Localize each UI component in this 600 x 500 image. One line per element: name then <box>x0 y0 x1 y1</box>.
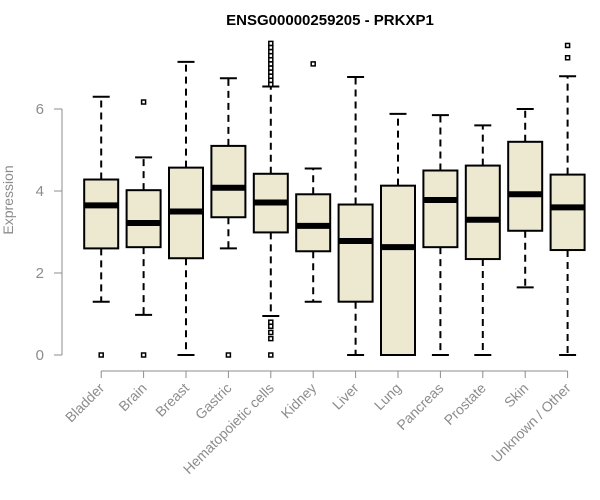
box-9 <box>464 124 501 356</box>
x-tick-label: Liver <box>329 380 362 413</box>
x-tick-label: Pancreas <box>393 380 446 433</box>
box-3 <box>210 77 247 358</box>
box-iqr <box>125 189 162 249</box>
x-tick-label: Bladder <box>62 380 108 426</box>
outlier-point <box>268 319 274 325</box>
box-iqr <box>507 140 544 232</box>
box-8 <box>422 114 459 356</box>
y-tick-label: 0 <box>36 347 44 364</box>
box-iqr <box>210 144 247 219</box>
x-tick-label: Kidney <box>278 380 320 422</box>
box-series <box>83 40 586 358</box>
outlier-point <box>98 352 104 358</box>
box-6 <box>337 76 374 356</box>
x-tick-label: Brain <box>115 380 149 414</box>
box-iqr <box>464 164 501 261</box>
outlier-point <box>268 40 274 47</box>
chart-title: ENSG00000259205 - PRKXP1 <box>226 12 434 29</box>
y-tick-label: 4 <box>36 183 44 200</box>
box-5 <box>295 61 332 303</box>
outlier-point <box>268 335 274 342</box>
outlier-point <box>140 352 147 358</box>
outlier-point <box>268 329 274 336</box>
box-10 <box>507 108 544 289</box>
outlier-point <box>140 99 147 105</box>
box-11 <box>549 42 586 356</box>
y-axis-title: Expression <box>0 165 16 234</box>
box-iqr <box>83 178 120 250</box>
box-iqr <box>549 173 586 252</box>
outlier-point <box>268 352 274 358</box>
x-tick-label: Lung <box>371 380 404 413</box>
box-7 <box>380 112 416 356</box>
box-iqr <box>337 203 374 303</box>
y-axis: 0 2 4 6 <box>36 101 63 364</box>
x-tick-label: Prostate <box>441 380 489 428</box>
outlier-point <box>564 42 571 49</box>
box-0 <box>83 95 120 358</box>
box-1 <box>125 99 162 358</box>
box-iqr <box>422 169 459 249</box>
box-2 <box>168 60 204 356</box>
x-tick-label: Unknown / Other <box>488 380 574 466</box>
y-tick-label: 2 <box>36 265 44 282</box>
box-iqr <box>380 184 416 356</box>
box-4 <box>252 40 289 358</box>
x-tick-label: Skin <box>501 380 532 411</box>
outlier-point <box>564 55 571 61</box>
x-tick-label: Breast <box>152 380 192 420</box>
outlier-point <box>225 352 232 358</box>
box-iqr <box>295 193 332 253</box>
y-tick-label: 6 <box>36 101 44 118</box>
outlier-point <box>310 61 316 67</box>
